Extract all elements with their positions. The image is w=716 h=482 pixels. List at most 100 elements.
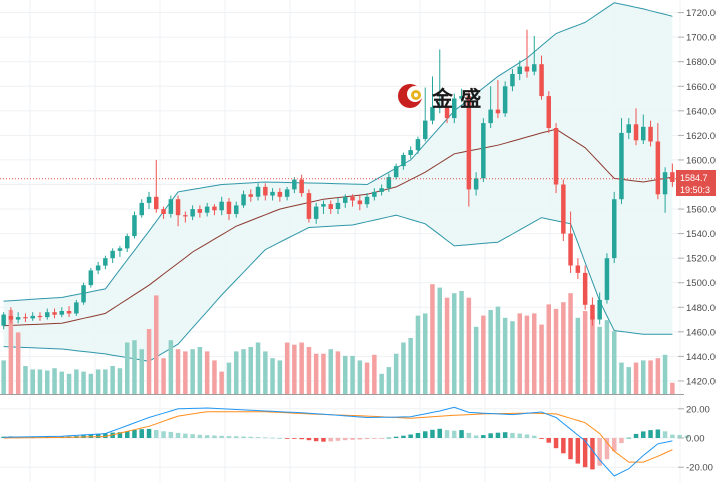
candle[interactable]: [655, 123, 661, 200]
candle[interactable]: [415, 136, 421, 154]
candle[interactable]: [125, 233, 130, 253]
candle[interactable]: [154, 159, 159, 213]
candle[interactable]: [292, 177, 297, 194]
candle[interactable]: [204, 202, 210, 217]
candle[interactable]: [15, 312, 21, 324]
candle[interactable]: [197, 205, 203, 218]
candle[interactable]: [45, 308, 50, 320]
candle[interactable]: [74, 299, 79, 316]
candle[interactable]: [328, 200, 334, 214]
candle[interactable]: [37, 312, 43, 321]
candle[interactable]: [364, 193, 370, 208]
candle[interactable]: [168, 195, 174, 218]
candlestick-series[interactable]: [1, 29, 675, 330]
candle[interactable]: [641, 114, 646, 144]
candle[interactable]: [350, 194, 355, 207]
candle[interactable]: [30, 312, 36, 321]
candle[interactable]: [590, 297, 595, 326]
candle[interactable]: [161, 206, 166, 219]
candle[interactable]: [95, 261, 101, 275]
candle[interactable]: [488, 86, 493, 129]
candle[interactable]: [444, 98, 450, 124]
candle[interactable]: [284, 186, 290, 201]
candle[interactable]: [524, 29, 530, 78]
candle[interactable]: [648, 120, 653, 147]
candle[interactable]: [81, 282, 86, 305]
candle[interactable]: [510, 69, 515, 92]
candle[interactable]: [408, 146, 413, 159]
candle[interactable]: [132, 211, 137, 239]
candle[interactable]: [473, 172, 479, 196]
candle[interactable]: [270, 188, 275, 201]
candle[interactable]: [604, 253, 610, 304]
candle[interactable]: [110, 248, 115, 264]
candle[interactable]: [626, 118, 632, 140]
candle[interactable]: [437, 49, 443, 114]
candle[interactable]: [299, 174, 304, 197]
candle[interactable]: [517, 60, 523, 81]
candle[interactable]: [190, 205, 195, 221]
candle[interactable]: [343, 194, 348, 208]
candle[interactable]: [241, 190, 246, 208]
candle[interactable]: [546, 91, 552, 133]
candle[interactable]: [430, 76, 435, 125]
candle[interactable]: [379, 184, 384, 196]
candle[interactable]: [386, 173, 392, 192]
candle[interactable]: [401, 152, 406, 170]
candle[interactable]: [575, 258, 581, 280]
candle[interactable]: [321, 200, 326, 214]
candle[interactable]: [8, 307, 14, 324]
candle[interactable]: [255, 183, 261, 201]
candle[interactable]: [88, 267, 94, 288]
volume-bar: [553, 308, 559, 394]
candle[interactable]: [277, 188, 283, 202]
candle[interactable]: [263, 183, 268, 201]
candle[interactable]: [1, 312, 6, 330]
candle[interactable]: [103, 255, 108, 270]
candle[interactable]: [561, 179, 566, 241]
candle[interactable]: [335, 198, 341, 214]
candle[interactable]: [212, 204, 217, 216]
macd-axis[interactable]: 20.00 0.00 -20.00: [678, 404, 713, 474]
candle[interactable]: [612, 191, 617, 264]
candle[interactable]: [183, 211, 188, 223]
volume-bar: [74, 369, 79, 394]
candle[interactable]: [539, 55, 544, 100]
candle[interactable]: [357, 195, 363, 211]
candle[interactable]: [423, 87, 428, 142]
candle[interactable]: [23, 313, 28, 323]
candle[interactable]: [466, 91, 472, 207]
candle[interactable]: [502, 81, 508, 117]
candle[interactable]: [66, 306, 72, 318]
candle[interactable]: [568, 211, 573, 273]
candle[interactable]: [306, 189, 312, 223]
candle[interactable]: [146, 191, 152, 210]
candle[interactable]: [532, 35, 537, 76]
candle[interactable]: [313, 202, 319, 224]
candle[interactable]: [226, 198, 232, 221]
candle[interactable]: [633, 108, 639, 146]
candle[interactable]: [234, 201, 239, 218]
candle[interactable]: [670, 163, 675, 187]
candle[interactable]: [495, 80, 501, 119]
candle[interactable]: [175, 195, 181, 227]
candle[interactable]: [582, 265, 588, 310]
macd-indicator[interactable]: [1, 406, 690, 477]
candle[interactable]: [59, 307, 65, 318]
candle[interactable]: [219, 196, 224, 216]
candle[interactable]: [52, 308, 57, 319]
candle[interactable]: [452, 93, 457, 124]
candle[interactable]: [372, 188, 377, 201]
candle[interactable]: [393, 163, 399, 180]
price-axis[interactable]: 1720.00 1700.00 1680.00 1660.00 1640.00 1620.…: [678, 8, 716, 387]
candle[interactable]: [139, 199, 145, 218]
candle[interactable]: [553, 123, 559, 194]
candle[interactable]: [459, 88, 464, 103]
candle[interactable]: [117, 245, 123, 257]
candle[interactable]: [248, 189, 254, 202]
candle[interactable]: [662, 167, 668, 213]
candle[interactable]: [619, 118, 624, 205]
candle[interactable]: [597, 292, 602, 325]
candle[interactable]: [481, 118, 486, 183]
